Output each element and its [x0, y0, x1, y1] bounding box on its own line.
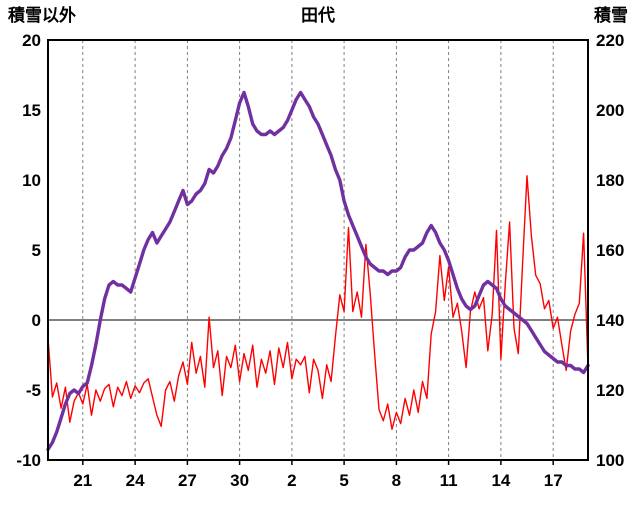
left-axis-tick-label: 15: [22, 101, 41, 120]
left-axis-tick-label: -10: [16, 451, 41, 470]
series-line-red: [47, 175, 589, 430]
right-axis-tick-label: 180: [596, 171, 624, 190]
left-axis-tick-label: 10: [22, 171, 41, 190]
right-axis-tick-label: 120: [596, 381, 624, 400]
x-tick-label: 17: [544, 471, 563, 490]
right-axis-tick-label: 140: [596, 311, 624, 330]
right-axis-title: 積雪: [594, 5, 628, 25]
x-tick-label: 30: [230, 471, 249, 490]
x-tick-label: 27: [178, 471, 197, 490]
plot-frame: [47, 39, 589, 461]
right-axis-tick-label: 220: [596, 31, 624, 50]
left-axis-tick-label: 0: [32, 311, 41, 330]
right-axis-tick-label: 200: [596, 101, 624, 120]
series-line-purple: [46, 90, 590, 452]
chart-generated-layer: 21 24 27 30 2 5 8 11 14 17 20 15 10 5 0 -5 -10 220 200 180 1…: [16, 31, 624, 490]
right-axis-tick-label: 100: [596, 451, 624, 470]
x-tick-label: 2: [287, 471, 296, 490]
left-axis-tick-label: 5: [32, 241, 41, 260]
x-tick-label: 21: [73, 471, 92, 490]
chart-title: 田代: [301, 5, 335, 25]
left-axis-tick-label: 20: [22, 31, 41, 50]
x-tick-label: 14: [491, 471, 510, 490]
left-axis-tick-label: -5: [26, 381, 41, 400]
left-axis-title: 積雪以外: [8, 5, 76, 25]
x-tick-label: 11: [440, 471, 458, 490]
x-tick-label: 24: [126, 471, 145, 490]
x-tick-label: 8: [392, 471, 401, 490]
right-axis-tick-label: 160: [596, 241, 624, 260]
x-tick-label: 5: [339, 471, 348, 490]
